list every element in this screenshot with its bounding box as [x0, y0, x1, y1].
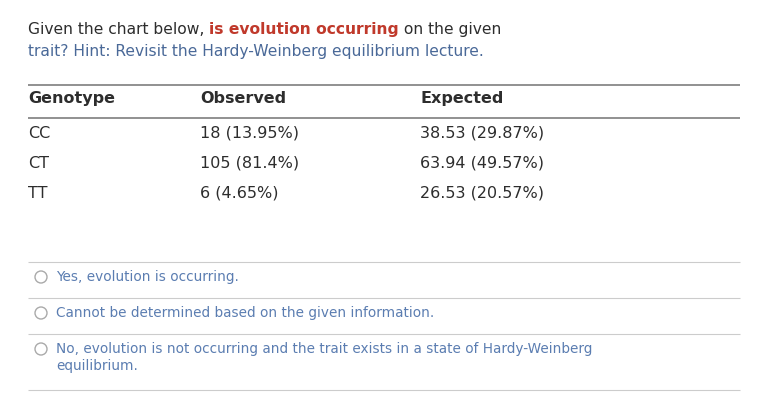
Text: No, evolution is not occurring and the trait exists in a state of Hardy-Weinberg: No, evolution is not occurring and the t… [56, 342, 593, 356]
Text: equilibrium.: equilibrium. [56, 359, 138, 373]
Text: 18 (13.95%): 18 (13.95%) [200, 126, 299, 141]
Text: is evolution occurring: is evolution occurring [210, 22, 399, 37]
Text: Yes, evolution is occurring.: Yes, evolution is occurring. [56, 270, 239, 284]
Text: 63.94 (49.57%): 63.94 (49.57%) [420, 156, 544, 171]
Text: 38.53 (29.87%): 38.53 (29.87%) [420, 126, 544, 141]
Text: on the given: on the given [399, 22, 501, 37]
Text: trait? Hint: Revisit the Hardy-Weinberg equilibrium lecture.: trait? Hint: Revisit the Hardy-Weinberg … [28, 44, 484, 59]
Text: Genotype: Genotype [28, 91, 115, 106]
Text: CC: CC [28, 126, 50, 141]
Text: Observed: Observed [200, 91, 286, 106]
Text: Given the chart below,: Given the chart below, [28, 22, 210, 37]
Text: TT: TT [28, 186, 48, 201]
Text: 105 (81.4%): 105 (81.4%) [200, 156, 300, 171]
Text: Cannot be determined based on the given information.: Cannot be determined based on the given … [56, 306, 434, 320]
Text: Expected: Expected [420, 91, 504, 106]
Text: CT: CT [28, 156, 49, 171]
Text: 26.53 (20.57%): 26.53 (20.57%) [420, 186, 544, 201]
Text: 6 (4.65%): 6 (4.65%) [200, 186, 278, 201]
